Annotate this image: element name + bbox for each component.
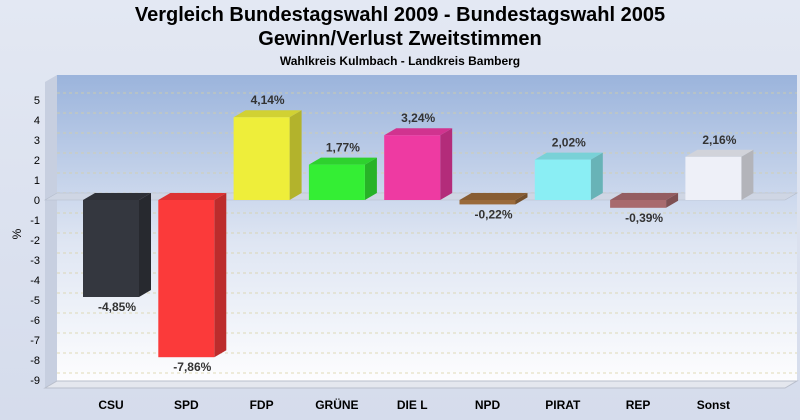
y-tick-label: 0 bbox=[34, 195, 40, 207]
y-tick-label: -1 bbox=[30, 215, 40, 227]
bar-side bbox=[364, 157, 377, 200]
category-labels: CSU SPD FDP GRÜNE DIE L NPD PIRAT REP Sonst bbox=[98, 397, 730, 412]
bars: -4,85% -7,86% 4,14% 1,77% 3,24% -0,22% 2,02% -0… bbox=[83, 93, 754, 374]
plot-floor bbox=[43, 380, 799, 389]
y-tick-label: 5 bbox=[34, 95, 40, 107]
bar-front bbox=[83, 200, 139, 297]
bar-front bbox=[610, 200, 667, 208]
bar-side bbox=[741, 149, 754, 200]
bar-side bbox=[590, 152, 603, 200]
x-tick-label: CSU bbox=[98, 398, 123, 412]
x-tick-label: SPD bbox=[174, 398, 199, 412]
bar-side bbox=[666, 193, 679, 208]
y-axis-ticks: 5 4 3 2 1 0 -1 -2 -3 -4 -5 -6 -7 -8 -9 bbox=[30, 95, 40, 387]
bar bbox=[685, 149, 754, 200]
bar-top bbox=[308, 157, 377, 165]
y-tick-label: 4 bbox=[34, 115, 40, 127]
chart-title: Vergleich Bundestagswahl 2009 - Bundesta… bbox=[134, 4, 666, 26]
y-tick-label: -4 bbox=[30, 275, 40, 287]
bar-top bbox=[610, 193, 679, 200]
bar-side bbox=[515, 193, 528, 205]
bar-side bbox=[440, 128, 453, 200]
x-tick-label: NPD bbox=[475, 398, 501, 412]
bar-front bbox=[308, 164, 365, 200]
bar-front bbox=[534, 159, 591, 200]
y-tick-label: -9 bbox=[30, 375, 40, 387]
y-axis-label: % bbox=[10, 228, 24, 239]
y-tick-label: 3 bbox=[34, 135, 40, 147]
chart-caption: Wahlkreis Kulmbach - Landkreis Bamberg bbox=[279, 54, 521, 68]
data-label: 2,02% bbox=[552, 136, 586, 150]
bar-front bbox=[158, 200, 215, 358]
bar bbox=[384, 128, 453, 200]
data-label: 1,77% bbox=[326, 141, 360, 155]
bar-top bbox=[459, 193, 528, 200]
y-tick-label: -6 bbox=[30, 315, 40, 327]
bar bbox=[610, 193, 679, 208]
bar-top bbox=[384, 128, 453, 136]
bar-front bbox=[459, 200, 516, 205]
bar-top bbox=[158, 193, 227, 200]
bar bbox=[233, 110, 302, 200]
x-tick-label: DIE L bbox=[397, 398, 428, 412]
bar-top bbox=[685, 149, 754, 157]
data-label: -0,39% bbox=[625, 211, 663, 225]
bar-side bbox=[139, 193, 151, 297]
x-tick-label: Sonst bbox=[697, 398, 730, 412]
bar bbox=[534, 152, 603, 200]
bar-side bbox=[214, 193, 227, 358]
bar-front bbox=[384, 135, 441, 200]
bar-top bbox=[233, 110, 302, 118]
data-label: 4,14% bbox=[251, 93, 285, 107]
bar bbox=[308, 157, 377, 200]
data-label: 2,16% bbox=[702, 133, 736, 147]
data-label: -0,22% bbox=[474, 207, 512, 221]
bar-front bbox=[685, 156, 742, 200]
y-tick-label: 1 bbox=[34, 175, 40, 187]
y-tick-label: 2 bbox=[34, 155, 40, 167]
data-label: -4,85% bbox=[98, 300, 136, 314]
bar-top bbox=[534, 152, 603, 160]
chart-subtitle: Gewinn/Verlust Zweitstimmen bbox=[258, 28, 542, 50]
bar-side bbox=[289, 110, 302, 200]
data-label: 3,24% bbox=[401, 111, 435, 125]
bar-front bbox=[233, 117, 290, 200]
x-tick-label: REP bbox=[626, 398, 651, 412]
y-tick-label: -2 bbox=[30, 235, 40, 247]
x-tick-label: GRÜNE bbox=[315, 397, 358, 412]
x-tick-label: PIRAT bbox=[545, 398, 581, 412]
y-tick-label: -7 bbox=[30, 335, 40, 347]
bar bbox=[459, 193, 528, 205]
y-tick-label: -3 bbox=[30, 255, 40, 267]
plot-left-wall bbox=[45, 75, 57, 388]
bar bbox=[158, 193, 227, 358]
bar bbox=[83, 193, 151, 297]
bar-top bbox=[83, 193, 151, 200]
x-tick-label: FDP bbox=[250, 398, 274, 412]
data-label: -7,86% bbox=[173, 360, 211, 374]
y-tick-label: -8 bbox=[30, 355, 40, 367]
y-tick-label: -5 bbox=[30, 295, 40, 307]
